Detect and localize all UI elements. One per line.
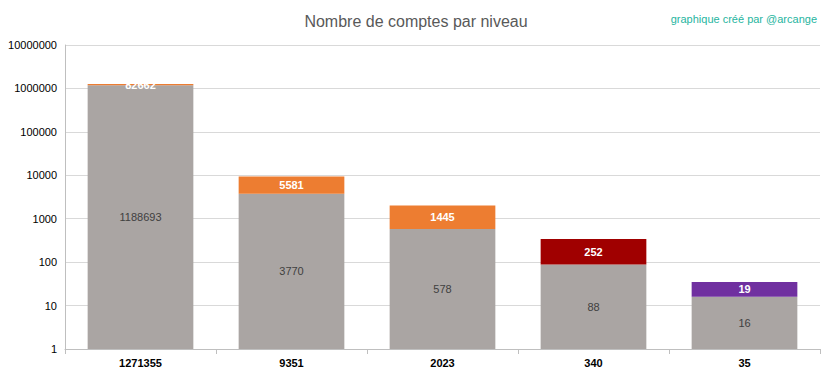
svg-text:10: 10: [45, 300, 57, 312]
svg-text:1000000: 1000000: [14, 82, 57, 94]
svg-text:3770: 3770: [279, 265, 303, 277]
svg-text:82662: 82662: [125, 79, 156, 91]
svg-text:16: 16: [738, 317, 750, 329]
svg-text:340: 340: [584, 357, 602, 369]
svg-text:9351: 9351: [279, 357, 303, 369]
svg-text:88: 88: [587, 301, 599, 313]
svg-text:1: 1: [51, 343, 57, 355]
svg-text:1000: 1000: [33, 213, 57, 225]
svg-text:100: 100: [39, 256, 57, 268]
svg-text:1188693: 1188693: [119, 211, 161, 223]
svg-text:10000: 10000: [26, 169, 57, 181]
svg-text:100000: 100000: [20, 126, 57, 138]
svg-text:1445: 1445: [430, 211, 454, 223]
svg-text:10000000: 10000000: [8, 39, 57, 51]
svg-text:graphique créé par @arcange: graphique créé par @arcange: [671, 13, 817, 25]
svg-text:2023: 2023: [430, 357, 454, 369]
svg-text:578: 578: [433, 283, 451, 295]
svg-text:35: 35: [738, 357, 750, 369]
svg-text:19: 19: [738, 283, 750, 295]
svg-text:Nombre de comptes par niveau: Nombre de comptes par niveau: [304, 13, 527, 30]
svg-text:1271355: 1271355: [119, 357, 162, 369]
svg-text:252: 252: [584, 246, 602, 258]
svg-text:5581: 5581: [279, 179, 303, 191]
